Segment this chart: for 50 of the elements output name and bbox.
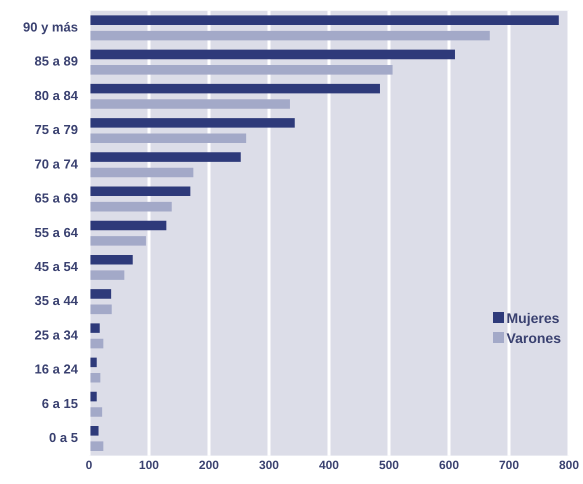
y-tick-label: 45 a 54 bbox=[34, 258, 79, 274]
x-tick-label: 600 bbox=[438, 458, 460, 472]
y-tick-label: 55 a 64 bbox=[34, 224, 79, 240]
bar bbox=[90, 358, 97, 368]
bar bbox=[90, 186, 190, 196]
y-tick-label: 90 y más bbox=[22, 19, 78, 34]
bar bbox=[90, 65, 393, 75]
y-tick-label: 35 a 44 bbox=[34, 293, 79, 308]
y-tick-label: 6 a 15 bbox=[42, 396, 78, 411]
legend-label: Varones bbox=[506, 330, 561, 346]
x-tick-label: 400 bbox=[318, 458, 340, 472]
bar bbox=[90, 236, 146, 246]
y-tick-label: 0 a 5 bbox=[49, 430, 78, 446]
bar bbox=[90, 30, 490, 40]
bar bbox=[90, 304, 112, 314]
bar bbox=[90, 441, 104, 451]
bar bbox=[90, 202, 172, 212]
y-tick-label: 70 a 74 bbox=[34, 156, 79, 172]
bar bbox=[90, 168, 194, 178]
bar bbox=[90, 133, 246, 144]
bar bbox=[90, 270, 124, 280]
y-tick-label: 65 a 69 bbox=[34, 190, 78, 206]
y-tick-label: 75 a 79 bbox=[34, 122, 78, 138]
x-tick-label: 800 bbox=[558, 458, 580, 472]
x-tick-label: 700 bbox=[498, 458, 520, 472]
x-tick-label: 500 bbox=[378, 458, 400, 472]
y-tick-label: 85 a 89 bbox=[34, 54, 78, 69]
x-tick-label: 200 bbox=[198, 458, 220, 472]
y-tick-label: 16 a 24 bbox=[34, 362, 79, 377]
x-tick-label: 300 bbox=[258, 458, 280, 472]
bar bbox=[90, 407, 102, 417]
bar bbox=[90, 426, 99, 436]
bar bbox=[90, 118, 295, 128]
bar bbox=[90, 50, 455, 60]
bar bbox=[90, 84, 380, 94]
bar bbox=[90, 372, 100, 383]
bar bbox=[90, 338, 104, 348]
y-tick-label: 80 a 84 bbox=[34, 88, 79, 103]
bar bbox=[90, 323, 100, 333]
bar bbox=[90, 15, 559, 25]
bar bbox=[90, 99, 290, 109]
bar bbox=[90, 254, 133, 264]
legend-label: Mujeres bbox=[506, 310, 560, 326]
bar bbox=[90, 289, 112, 299]
bar bbox=[90, 220, 166, 230]
y-tick-label: 25 a 34 bbox=[34, 327, 79, 342]
bar bbox=[90, 392, 97, 402]
x-tick-label: 100 bbox=[138, 458, 160, 472]
bar bbox=[90, 152, 241, 162]
x-tick-label: 0 bbox=[86, 458, 93, 472]
